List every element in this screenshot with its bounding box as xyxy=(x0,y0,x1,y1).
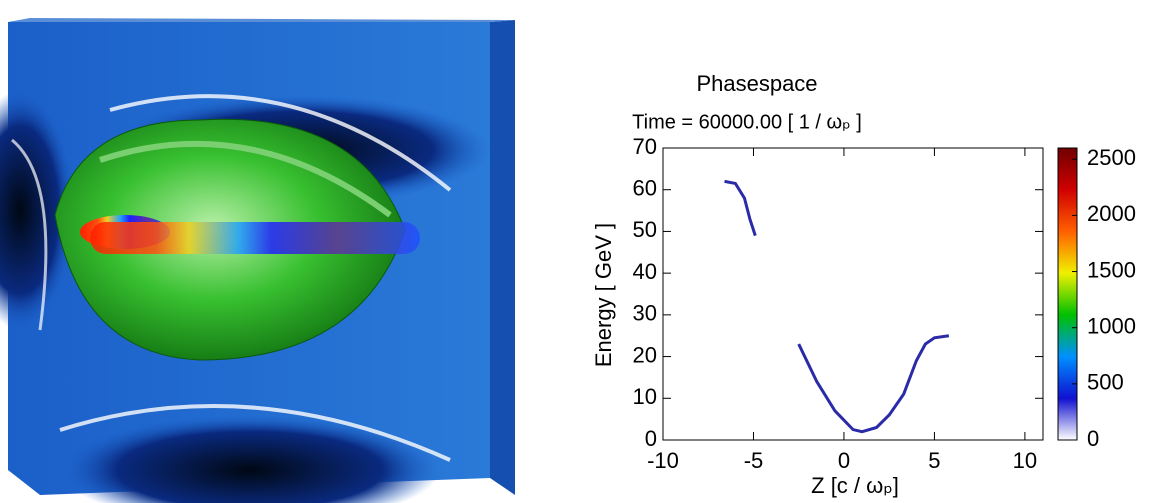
plot-frame xyxy=(662,147,1044,441)
x-tick-label: -10 xyxy=(647,448,679,473)
y-tick-label: 50 xyxy=(633,217,657,242)
y-tick-label: 10 xyxy=(633,384,657,409)
y-tick-label: 40 xyxy=(633,259,657,284)
colorbar-tick-label: 2000 xyxy=(1087,201,1136,226)
x-tick-label: 5 xyxy=(928,448,940,473)
colorbar-tick-label: 1000 xyxy=(1087,314,1136,339)
y-tick-label: 60 xyxy=(633,176,657,201)
chart-subtitle: Time = 60000.00 [ 1 / ωₚ ] xyxy=(632,111,862,133)
simulation-render xyxy=(0,18,515,503)
colorbar xyxy=(1057,147,1078,441)
x-axis-label: Z [c / ωₚ] xyxy=(811,473,899,498)
colorbar-tick-label: 500 xyxy=(1087,370,1124,395)
y-tick-label: 70 xyxy=(633,134,657,159)
colorbar-tick-label: 0 xyxy=(1087,426,1099,451)
y-tick-label: 30 xyxy=(633,301,657,326)
y-tick-label: 0 xyxy=(645,426,657,451)
y-tick-label: 20 xyxy=(633,342,657,367)
chart-title: Phasespace xyxy=(696,71,817,96)
colorbar-tick-label: 1500 xyxy=(1087,257,1136,282)
y-axis-label: Energy [ GeV ] xyxy=(591,223,616,367)
x-tick-label: 10 xyxy=(1013,448,1037,473)
colorbar-tick-label: 2500 xyxy=(1087,145,1136,170)
x-tick-label: 0 xyxy=(838,448,850,473)
phasespace-curve xyxy=(724,179,950,434)
x-tick-label: -5 xyxy=(744,448,764,473)
